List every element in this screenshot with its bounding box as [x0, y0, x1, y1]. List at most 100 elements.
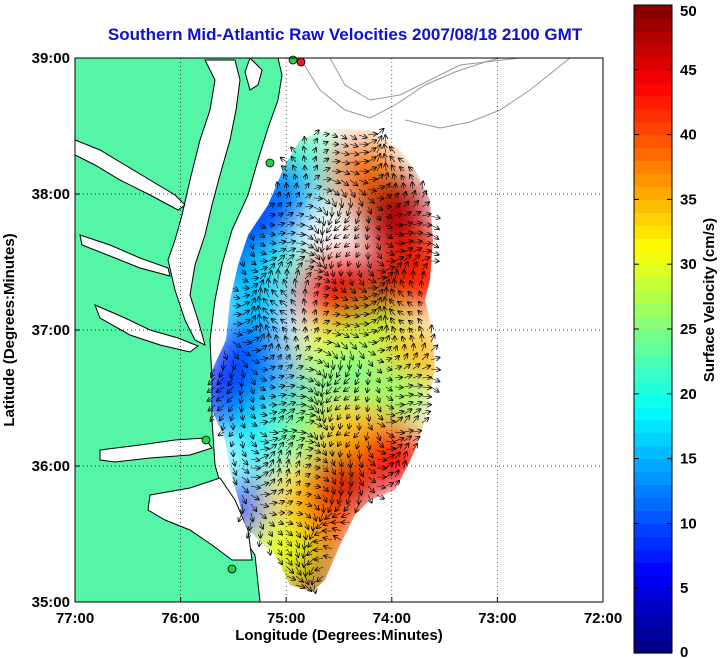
colorbar-segment	[634, 341, 672, 356]
colorbar-segment	[634, 238, 672, 252]
velocity-arrow	[314, 310, 316, 316]
velocity-arrow	[286, 409, 294, 415]
pamlico-sound	[147, 477, 253, 561]
velocity-arrow	[313, 450, 320, 453]
velocity-arrow	[394, 396, 403, 397]
velocity-arrow	[385, 252, 394, 255]
velocity-arrow	[291, 310, 297, 316]
velocity-arrow	[377, 431, 380, 440]
velocity-arrow	[367, 485, 374, 492]
velocity-arrow	[368, 413, 369, 421]
velocity-arrow	[376, 207, 382, 210]
velocity-arrow	[250, 298, 255, 307]
velocity-arrow	[348, 260, 350, 266]
velocity-arrow	[422, 344, 425, 352]
velocity-arrow	[338, 413, 341, 419]
colorbar-segment	[634, 601, 672, 615]
velocity-arrow	[358, 152, 368, 153]
velocity-arrow	[412, 402, 422, 405]
velocity-arrow	[241, 310, 249, 316]
velocity-arrow	[395, 184, 396, 190]
velocity-arrow	[322, 342, 331, 343]
velocity-arrow	[338, 206, 341, 216]
velocity-arrow	[228, 386, 234, 393]
velocity-arrow	[350, 476, 352, 486]
bathymetry-contour	[299, 58, 501, 119]
velocity-arrow	[355, 233, 359, 239]
velocity-arrow	[231, 440, 233, 446]
velocity-arrow	[233, 467, 236, 475]
colorbar-segment	[634, 562, 672, 576]
velocity-arrow	[277, 233, 285, 234]
colorbar-tick-label: 50	[680, 3, 697, 20]
velocity-arrow	[340, 341, 347, 349]
velocity-arrow	[376, 338, 384, 342]
velocity-arrow	[242, 449, 246, 456]
velocity-arrow	[304, 233, 312, 239]
velocity-arrow	[402, 337, 404, 343]
velocity-arrow	[278, 531, 282, 535]
velocity-arrow	[345, 432, 351, 435]
velocity-arrow	[385, 405, 393, 408]
velocity-arrow	[305, 575, 308, 584]
velocity-arrow	[403, 241, 413, 243]
velocity-arrow	[430, 369, 440, 370]
velocity-arrow	[281, 319, 288, 325]
velocity-arrow	[277, 376, 283, 378]
velocity-arrow	[259, 387, 265, 390]
velocity-arrow	[232, 333, 241, 335]
velocity-arrow	[304, 267, 313, 270]
velocity-arrow	[340, 306, 348, 308]
velocity-arrow	[304, 147, 305, 154]
velocity-arrow	[314, 512, 316, 521]
velocity-arrow	[241, 350, 250, 355]
velocity-arrow	[295, 432, 305, 433]
velocity-arrow	[332, 269, 334, 276]
velocity-arrow	[394, 257, 403, 262]
velocity-arrow	[347, 494, 350, 504]
velocity-arrow	[292, 157, 297, 163]
velocity-arrow	[322, 158, 328, 162]
velocity-arrow	[232, 350, 238, 359]
velocity-arrow	[250, 278, 258, 279]
velocity-arrow	[385, 421, 395, 423]
colorbar-segment	[634, 173, 672, 188]
velocity-arrow	[328, 404, 333, 412]
velocity-arrow	[331, 188, 338, 195]
velocity-arrow	[349, 324, 359, 326]
colorbar-segment	[634, 458, 672, 473]
radar-station-marker	[227, 564, 237, 574]
velocity-arrow	[336, 404, 342, 410]
velocity-arrow	[322, 350, 330, 355]
velocity-arrow	[321, 233, 323, 243]
velocity-arrow	[304, 242, 313, 248]
velocity-arrow	[269, 548, 270, 555]
velocity-arrow	[333, 528, 342, 531]
velocity-arrow	[421, 251, 431, 252]
velocity-arrow	[296, 481, 300, 487]
velocity-arrow	[286, 233, 295, 234]
velocity-arrow	[268, 444, 276, 451]
colorbar-segment	[634, 329, 672, 343]
velocity-arrow	[313, 277, 321, 279]
velocity-arrow	[413, 344, 414, 352]
velocity-arrow	[403, 431, 413, 432]
velocity-arrow	[287, 355, 290, 361]
radar-station-marker	[296, 57, 306, 67]
velocity-arrow	[250, 521, 251, 530]
velocity-arrow	[377, 386, 379, 392]
velocity-arrow	[250, 368, 257, 374]
velocity-arrow	[376, 164, 381, 172]
velocity-arrow	[341, 197, 342, 207]
velocity-arrow	[430, 358, 439, 360]
velocity-arrow	[376, 450, 385, 454]
velocity-arrow	[355, 386, 359, 392]
velocity-arrow	[259, 346, 266, 352]
velocity-arrow	[376, 277, 386, 279]
velocity-arrow	[295, 175, 296, 181]
velocity-arrow	[304, 431, 312, 437]
velocity-arrow	[358, 260, 359, 267]
albemarle-sound	[99, 437, 213, 463]
velocity-arrow	[340, 324, 349, 326]
velocity-arrow	[314, 395, 317, 404]
